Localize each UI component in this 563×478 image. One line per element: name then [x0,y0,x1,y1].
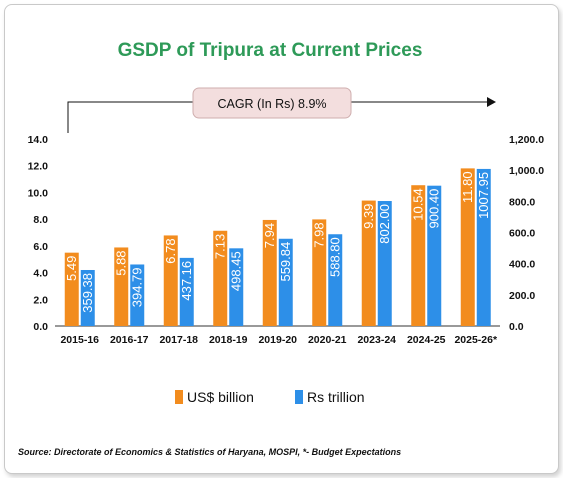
bar-rs-trillion [278,238,293,326]
right-tick-label: 200.0 [509,290,535,302]
data-label-rs: 802.00 [377,204,392,244]
left-tick-label: 2.0 [33,294,48,306]
right-tick-label: 600.0 [509,228,535,240]
x-tick-label: 2017-18 [159,334,198,346]
bar-usd-billion [460,168,475,326]
data-label-rs: 359.38 [80,273,95,313]
data-label-rs: 1007.95 [476,172,491,219]
right-tick-label: 1,000.0 [509,165,544,177]
left-tick-label: 12.0 [28,161,49,173]
bar-rs-trillion [427,185,442,326]
bar-rs-trillion [377,201,392,326]
data-label-rs: 588.80 [328,237,343,277]
data-label-usd: 11.80 [460,171,475,203]
legend: US$ billion Rs trillion [175,389,365,405]
data-label-rs: 900.40 [427,189,442,229]
chart-title: GSDP of Tripura at Current Prices [118,40,423,61]
data-label-usd: 9.39 [361,204,376,229]
right-tick-label: 0.0 [509,321,524,333]
right-axis-ticks: 0.0 200.0 400.0 600.0 800.0 1,000.0 1,200.0 [509,134,544,333]
right-tick-label: 800.0 [509,196,535,208]
left-tick-label: 14.0 [28,134,49,146]
x-tick-label: 2016-17 [110,334,149,346]
legend-label-usd: US$ billion [187,389,254,405]
data-label-rs: 437.16 [179,261,194,301]
data-label-usd: 7.94 [262,223,277,248]
left-tick-label: 10.0 [28,187,49,199]
data-label-usd: 6.78 [163,238,178,263]
data-label-usd: 5.88 [114,250,129,275]
x-tick-label: 2025-26* [454,334,498,346]
data-label-usd: 10.54 [411,188,426,221]
right-tick-label: 400.0 [509,259,535,271]
x-tick-label: 2015-16 [60,334,99,346]
legend-label-rs: Rs trillion [307,389,365,405]
x-tick-label: 2024-25 [407,334,446,346]
bars [64,168,491,326]
left-tick-label: 0.0 [33,321,48,333]
cagr-box [192,87,352,119]
x-tick-label: 2023-24 [357,334,396,346]
bar-usd-billion [312,219,327,326]
left-tick-label: 4.0 [33,268,48,280]
bar-rs-trillion [80,269,95,326]
left-tick-label: 8.0 [33,214,48,226]
source-note: Source: Directorate of Economics & Stati… [18,447,401,457]
data-label-usd: 7.13 [213,234,228,259]
cagr-annotation: CAGR (In Rs) 8.9% [67,87,496,133]
bar-usd-billion [64,252,79,326]
bar-rs-trillion [476,168,491,326]
bar-usd-billion [411,185,426,326]
cagr-label: CAGR (In Rs) 8.9% [217,97,326,111]
bar-usd-billion [262,219,277,326]
x-tick-label: 2020-21 [308,334,347,346]
bar-rs-trillion [229,248,244,326]
bar-usd-billion [361,200,376,326]
x-tick-label: 2019-20 [258,334,297,346]
data-label-rs: 394.79 [130,267,145,307]
bar-rs-trillion [130,264,145,326]
cagr-arrow-head [487,97,496,107]
x-axis-ticks: 2015-16 2016-17 2017-18 2018-19 2019-20 2020-… [60,334,497,346]
bar-usd-billion [213,230,228,326]
data-label-rs: 559.84 [278,242,293,282]
data-label-usd: 7.98 [312,222,327,247]
bar-usd-billion [114,247,129,326]
legend-swatch-usd [175,390,183,404]
bar-rs-trillion [328,234,343,326]
x-tick-label: 2018-19 [209,334,248,346]
data-label-usd: 5.49 [64,256,79,281]
data-label-rs: 498.45 [229,251,244,291]
left-tick-label: 6.0 [33,241,48,253]
bar-rs-trillion [179,257,194,326]
legend-swatch-rs [295,390,303,404]
left-axis-ticks: 0.0 2.0 4.0 6.0 8.0 10.0 12.0 14.0 [28,134,49,333]
right-tick-label: 1,200.0 [509,134,544,146]
bar-usd-billion [163,235,178,326]
